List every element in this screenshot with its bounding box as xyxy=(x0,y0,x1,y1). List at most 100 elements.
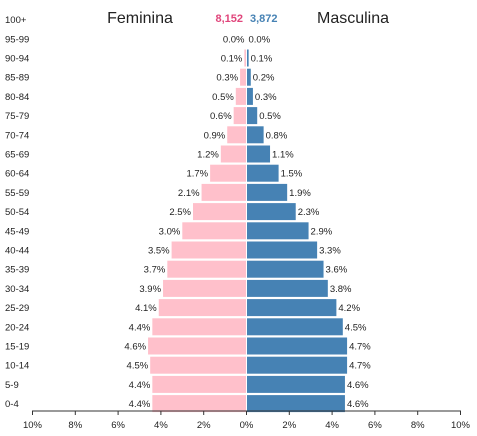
age-label: 75-79 xyxy=(5,111,29,122)
age-label: 90-94 xyxy=(5,54,29,65)
female-value-label: 1.7% xyxy=(186,169,208,180)
female-value-label: 3.7% xyxy=(144,265,166,276)
female-bar xyxy=(201,183,247,201)
x-tick-label: 0% xyxy=(240,420,254,431)
male-total: 3,872 xyxy=(250,13,278,25)
female-bar xyxy=(171,241,247,259)
age-label: 60-64 xyxy=(5,169,29,180)
female-bar xyxy=(152,318,247,336)
male-value-label: 4.6% xyxy=(347,380,369,391)
age-label: 55-59 xyxy=(5,188,29,199)
age-label: 70-74 xyxy=(5,130,29,141)
male-bar xyxy=(246,164,279,182)
male-bar xyxy=(246,260,324,278)
female-bar xyxy=(244,49,247,67)
female-value-label: 4.4% xyxy=(129,399,151,410)
age-label: 10-14 xyxy=(5,361,29,372)
male-value-label: 1.5% xyxy=(281,169,303,180)
female-bar xyxy=(150,356,247,374)
female-header: Feminina xyxy=(107,10,173,27)
male-bar xyxy=(246,222,309,240)
female-bar xyxy=(235,87,247,105)
male-value-label: 0.3% xyxy=(255,92,277,103)
male-bar xyxy=(246,145,271,163)
male-bar xyxy=(246,299,337,317)
female-value-label: 3.9% xyxy=(139,284,161,295)
x-tick-label: 10% xyxy=(23,420,43,431)
male-bar xyxy=(246,356,348,374)
male-value-label: 3.3% xyxy=(319,246,341,257)
male-value-label: 0.8% xyxy=(266,130,288,141)
female-total: 8,152 xyxy=(215,13,243,25)
male-value-label: 0.5% xyxy=(259,111,281,122)
female-value-label: 4.4% xyxy=(129,380,151,391)
male-bar xyxy=(246,375,345,393)
age-label: 20-24 xyxy=(5,322,29,333)
female-value-label: 2.1% xyxy=(178,188,200,199)
female-value-label: 0.9% xyxy=(204,130,226,141)
female-bar xyxy=(240,68,247,86)
male-header: Masculina xyxy=(317,10,389,27)
male-value-label: 0.1% xyxy=(251,54,273,65)
female-value-label: 0.3% xyxy=(216,73,238,84)
female-value-label: 0.6% xyxy=(210,111,232,122)
x-tick-label: 10% xyxy=(451,420,471,431)
female-bar xyxy=(220,145,247,163)
male-value-label: 1.9% xyxy=(289,188,311,199)
female-bar xyxy=(152,375,247,393)
male-bar xyxy=(246,49,249,67)
female-bar xyxy=(152,395,247,413)
age-label: 25-29 xyxy=(5,303,29,314)
female-value-label: 4.5% xyxy=(127,361,149,372)
age-label: 85-89 xyxy=(5,73,29,84)
age-label: 45-49 xyxy=(5,226,29,237)
female-bar xyxy=(193,203,247,221)
female-value-label: 4.1% xyxy=(135,303,157,314)
male-bar xyxy=(246,279,328,297)
male-value-label: 4.7% xyxy=(349,342,371,353)
x-tick-label: 2% xyxy=(282,420,296,431)
x-tick-label: 4% xyxy=(325,420,339,431)
male-bar xyxy=(246,241,318,259)
male-value-label: 0.2% xyxy=(253,73,275,84)
male-value-label: 3.8% xyxy=(330,284,352,295)
age-label: 0-4 xyxy=(5,399,19,410)
female-value-label: 1.2% xyxy=(197,150,219,161)
male-value-label: 3.6% xyxy=(326,265,348,276)
male-bar xyxy=(246,203,296,221)
age-label: 65-69 xyxy=(5,150,29,161)
male-bar xyxy=(246,395,345,413)
female-value-label: 0.1% xyxy=(221,54,243,65)
female-bar xyxy=(210,164,247,182)
female-bar xyxy=(227,126,247,144)
age-label: 50-54 xyxy=(5,207,29,218)
male-bar xyxy=(246,337,348,355)
female-bar xyxy=(163,279,247,297)
male-bar xyxy=(246,107,258,125)
male-bar xyxy=(246,183,288,201)
female-value-label: 0.0% xyxy=(223,34,245,45)
male-value-label: 1.1% xyxy=(272,150,294,161)
age-label: 30-34 xyxy=(5,284,29,295)
male-bar xyxy=(246,87,253,105)
x-tick-label: 6% xyxy=(368,420,382,431)
female-value-label: 0.5% xyxy=(212,92,234,103)
female-value-label: 2.5% xyxy=(169,207,191,218)
age-label: 5-9 xyxy=(5,380,19,391)
female-bar xyxy=(158,299,247,317)
female-bar xyxy=(167,260,247,278)
x-tick-label: 4% xyxy=(154,420,168,431)
x-tick-label: 8% xyxy=(68,420,82,431)
age-label: 95-99 xyxy=(5,34,29,45)
female-value-label: 4.4% xyxy=(129,322,151,333)
age-label: 100+ xyxy=(5,15,27,26)
male-bar xyxy=(246,318,343,336)
female-value-label: 4.6% xyxy=(124,342,146,353)
male-value-label: 4.6% xyxy=(347,399,369,410)
bars-layer: 0-4 4.4% 4.6% 5-9 4.4% 4.6% 10-14 4.5% 4.7% 15-19… xyxy=(5,15,371,413)
male-bar xyxy=(246,68,251,86)
age-label: 35-39 xyxy=(5,265,29,276)
x-axis: 10% 8% 6% 4% 2% 0% 2% 4% 6% 8% 10% xyxy=(23,410,471,431)
